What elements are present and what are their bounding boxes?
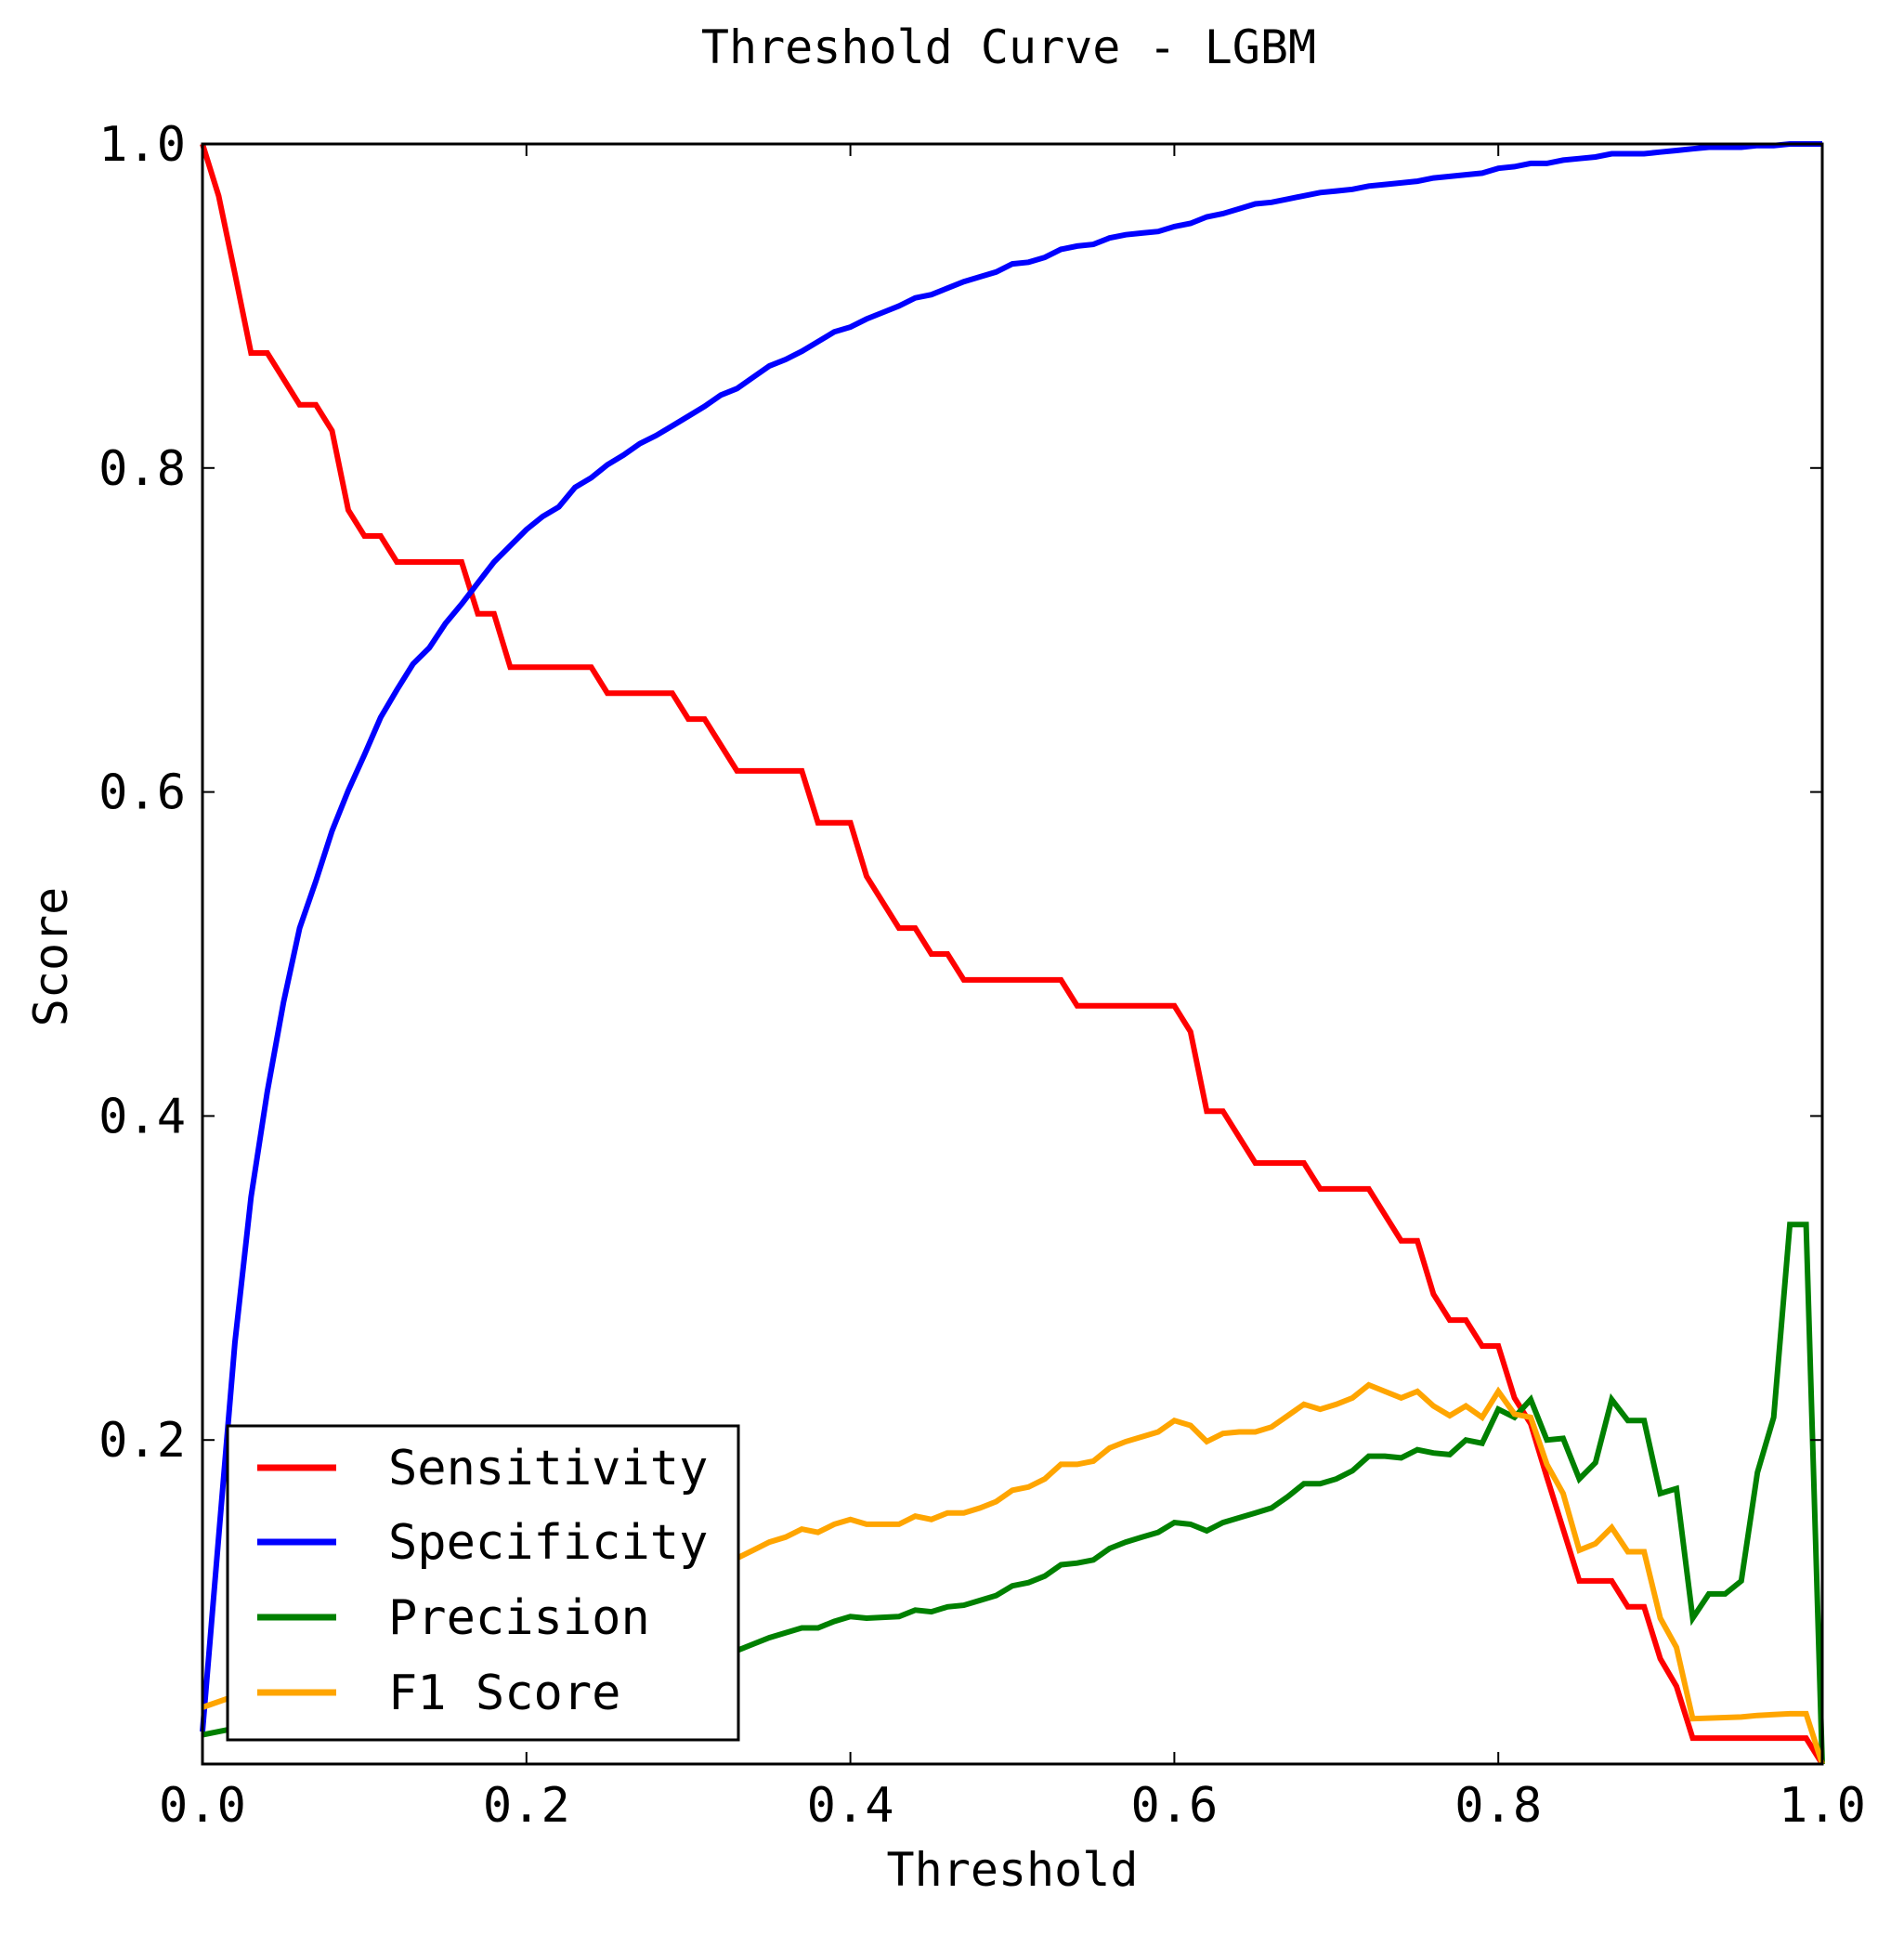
y-axis-label: Score [24,887,78,1027]
x-tick-label: 0.4 [807,1778,894,1834]
series-line-specificity [200,141,1822,1732]
x-tick-label: 0.8 [1454,1778,1542,1834]
series-line-sensitivity [200,143,1825,1766]
y-tick-label: 0.8 [98,441,186,497]
x-axis-label: Threshold [887,1843,1139,1897]
x-tick-label: 0.6 [1130,1778,1218,1834]
series-line-f1-score [202,1381,1825,1765]
series-layer [200,141,1825,1766]
y-tick-label: 0.4 [98,1089,186,1144]
legend-label-f1-score: F1 Score [388,1666,620,1721]
x-tick-label: 0.0 [159,1778,246,1834]
legend-label-sensitivity: Sensitivity [388,1441,708,1496]
plot-frame [201,142,1824,1766]
ticks-layer: 0.0 0.2 0.4 0.6 0.8 1.0 0.2 0.4 0.6 0.8 1.0 [98,117,1866,1834]
y-tick-label: 0.6 [98,765,186,821]
legend: Sensitivity Specificity Precision F1 Sco… [226,1424,740,1742]
y-tick-label: 0.2 [98,1413,186,1469]
legend-box [226,1424,740,1742]
series-line-precision [202,1222,1825,1765]
chart-title: Threshold Curve - LGBM [701,20,1316,74]
legend-label-specificity: Specificity [388,1515,708,1571]
x-tick-label: 1.0 [1779,1778,1866,1834]
x-tick-label: 0.2 [483,1778,570,1834]
legend-label-precision: Precision [388,1590,650,1646]
y-tick-label: 1.0 [98,117,186,173]
